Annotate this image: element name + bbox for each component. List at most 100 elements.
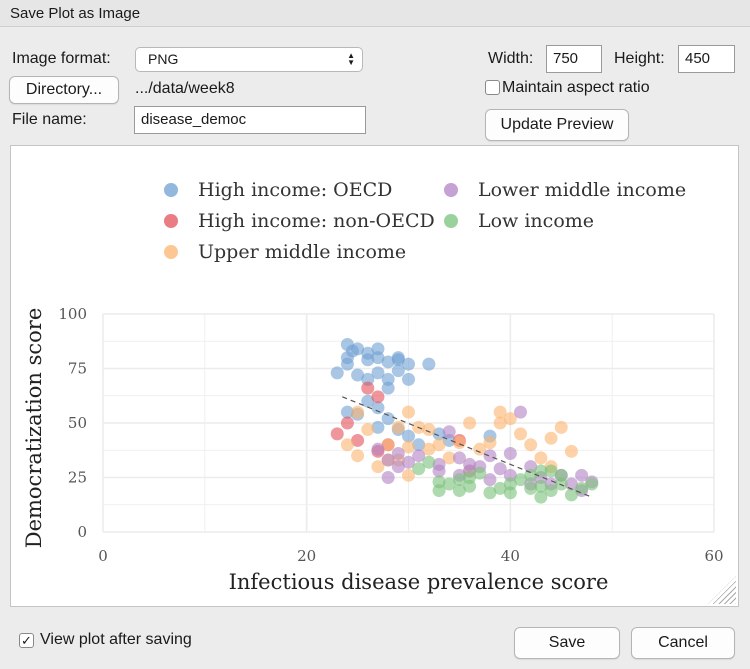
data-point — [340, 405, 354, 419]
data-point — [340, 438, 354, 452]
data-point — [371, 366, 385, 380]
plot-preview: 0 25 50 75 100 0 20 40 60 Infectious disease prev… — [10, 145, 739, 607]
data-point — [514, 427, 528, 441]
data-point — [534, 464, 548, 478]
data-point — [483, 449, 497, 463]
data-point — [493, 416, 507, 430]
y-tick-label: 25 — [68, 469, 87, 487]
data-point — [361, 423, 375, 437]
data-point — [452, 436, 466, 450]
data-point — [442, 425, 456, 439]
format-label: Image format: — [12, 50, 111, 67]
x-tick-label: 60 — [704, 547, 723, 565]
data-point — [371, 460, 385, 474]
data-point — [493, 405, 507, 419]
data-point — [422, 423, 436, 437]
filename-label: File name: — [12, 111, 87, 128]
checkmark-icon: ✓ — [21, 633, 32, 648]
data-point — [514, 473, 528, 487]
data-point — [381, 438, 395, 452]
data-point — [564, 444, 578, 458]
data-point — [432, 438, 446, 452]
data-point — [361, 381, 375, 395]
data-point — [452, 473, 466, 487]
data-point — [391, 420, 405, 434]
data-point — [564, 488, 578, 502]
select-arrows-icon: ▲ ▼ — [347, 51, 355, 67]
data-point — [442, 451, 456, 465]
data-point — [371, 401, 385, 415]
data-point — [432, 427, 446, 441]
data-point — [340, 357, 354, 371]
data-point — [544, 484, 558, 498]
data-point — [402, 455, 415, 469]
data-point — [463, 471, 477, 484]
x-tick-label: 20 — [297, 547, 316, 565]
legend-label: Low income — [478, 210, 594, 232]
data-point — [554, 420, 568, 434]
data-point — [402, 372, 415, 386]
data-point — [371, 420, 385, 434]
x-axis-title: Infectious disease prevalence score — [229, 570, 609, 594]
data-point — [473, 442, 487, 456]
legend-marker — [444, 183, 458, 197]
update-preview-button[interactable]: Update Preview — [485, 109, 629, 141]
data-point — [391, 447, 405, 461]
width-input[interactable]: 750 — [546, 45, 602, 73]
data-point — [422, 357, 436, 371]
filename-input[interactable]: disease_democ — [134, 106, 366, 134]
legend-label: Lower middle income — [478, 179, 686, 201]
data-point — [503, 477, 517, 491]
data-point — [524, 468, 538, 482]
data-point — [503, 412, 517, 426]
legend-label: High income: OECD — [198, 179, 392, 201]
y-tick-label: 100 — [58, 305, 87, 323]
data-point — [330, 366, 344, 380]
data-point — [585, 477, 599, 491]
aspect-ratio-checkbox[interactable] — [485, 80, 500, 95]
data-point — [412, 462, 426, 476]
data-point — [534, 451, 548, 465]
height-label: Height: — [614, 50, 665, 67]
legend-label: Upper middle income — [198, 241, 406, 263]
y-tick-label: 50 — [68, 414, 87, 432]
legend-marker — [164, 214, 178, 228]
data-point — [524, 438, 538, 452]
data-point — [351, 368, 365, 382]
data-point — [452, 451, 466, 465]
data-point — [544, 431, 558, 445]
data-point — [402, 429, 415, 443]
height-input[interactable]: 450 — [678, 45, 735, 73]
data-point — [371, 442, 385, 456]
view-after-checkbox[interactable]: ✓ — [19, 633, 34, 648]
format-select[interactable]: PNG ▲ ▼ — [135, 47, 363, 72]
data-point — [402, 357, 415, 371]
legend-label: High income: non-OECD — [198, 210, 435, 232]
window-title: Save Plot as Image — [0, 0, 750, 27]
legend-marker — [444, 214, 458, 228]
data-point — [442, 477, 456, 491]
legend-marker — [164, 183, 178, 197]
data-point — [402, 440, 415, 454]
data-point — [452, 484, 466, 498]
data-point — [371, 351, 385, 365]
aspect-ratio-label: Maintain aspect ratio — [502, 79, 650, 96]
legend-marker — [164, 245, 178, 259]
data-point — [351, 433, 365, 447]
data-point — [381, 471, 395, 484]
directory-button[interactable]: Directory... — [9, 76, 119, 104]
data-point — [351, 449, 365, 463]
data-point — [361, 353, 375, 367]
data-point — [351, 405, 365, 419]
data-point — [381, 412, 395, 426]
data-point — [483, 486, 497, 500]
save-button[interactable]: Save — [514, 627, 620, 659]
data-point — [391, 460, 405, 474]
data-point — [422, 455, 436, 469]
data-point — [381, 453, 395, 467]
data-point — [463, 416, 477, 430]
data-point — [391, 364, 405, 378]
data-point — [493, 481, 507, 495]
cancel-button[interactable]: Cancel — [631, 627, 735, 659]
data-point — [483, 473, 497, 487]
